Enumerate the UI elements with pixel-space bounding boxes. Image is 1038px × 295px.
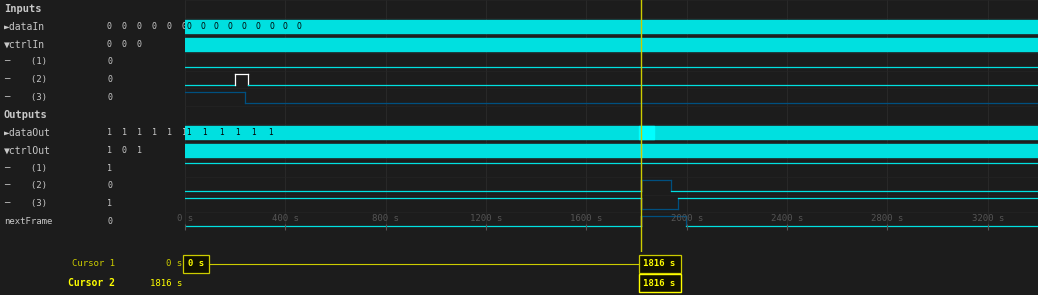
Text: Cursor 1: Cursor 1	[72, 259, 115, 268]
Text: 1: 1	[202, 128, 208, 137]
FancyBboxPatch shape	[183, 255, 209, 273]
FancyBboxPatch shape	[638, 274, 681, 292]
Text: nextFrame: nextFrame	[4, 217, 52, 226]
Text: 0: 0	[200, 22, 204, 31]
Text: 1  1  1  1  1  1: 1 1 1 1 1 1	[107, 128, 187, 137]
Text: 0: 0	[187, 22, 191, 31]
Text: 0: 0	[107, 217, 112, 226]
FancyBboxPatch shape	[638, 255, 681, 273]
Text: 0  0  0: 0 0 0	[107, 40, 142, 49]
Text: Inputs: Inputs	[4, 4, 42, 14]
Text: ►dataIn: ►dataIn	[4, 22, 45, 32]
Text: 0 s: 0 s	[188, 259, 204, 268]
Text: 1: 1	[219, 128, 224, 137]
Text: ►dataOut: ►dataOut	[4, 128, 51, 138]
Text: Cursor 2: Cursor 2	[67, 278, 115, 289]
Text: 1: 1	[187, 128, 191, 137]
Text: 1  0  1: 1 0 1	[107, 146, 142, 155]
Text: 1: 1	[268, 128, 273, 137]
Text: 0: 0	[107, 93, 112, 102]
Text: 0: 0	[242, 22, 246, 31]
Text: 0: 0	[107, 58, 112, 66]
Text: Outputs: Outputs	[4, 110, 48, 120]
Text: ▼ctrlIn: ▼ctrlIn	[4, 39, 45, 49]
Text: 0 s: 0 s	[166, 259, 182, 268]
Text: ─    (3): ─ (3)	[4, 93, 47, 102]
Text: 1816 s: 1816 s	[149, 279, 182, 288]
Text: 1: 1	[107, 199, 112, 208]
Text: 0: 0	[269, 22, 274, 31]
Text: ─    (1): ─ (1)	[4, 58, 47, 66]
Text: 1: 1	[107, 163, 112, 173]
Text: 0: 0	[283, 22, 288, 31]
Text: ▼ctrlOut: ▼ctrlOut	[4, 145, 51, 155]
Text: 0: 0	[297, 22, 302, 31]
Text: 0: 0	[107, 75, 112, 84]
Text: ─    (2): ─ (2)	[4, 75, 47, 84]
Text: 1816 s: 1816 s	[644, 259, 676, 268]
Text: 1816 s: 1816 s	[644, 279, 676, 288]
Text: ─    (3): ─ (3)	[4, 199, 47, 208]
Text: 0  0  0  0  0  0: 0 0 0 0 0 0	[107, 22, 187, 31]
Text: 0: 0	[107, 181, 112, 190]
Text: 1: 1	[236, 128, 240, 137]
Text: 0: 0	[227, 22, 233, 31]
Text: 0: 0	[214, 22, 219, 31]
Text: ─    (2): ─ (2)	[4, 181, 47, 190]
Text: 1: 1	[251, 128, 256, 137]
Text: ─    (1): ─ (1)	[4, 163, 47, 173]
Text: 0: 0	[255, 22, 261, 31]
